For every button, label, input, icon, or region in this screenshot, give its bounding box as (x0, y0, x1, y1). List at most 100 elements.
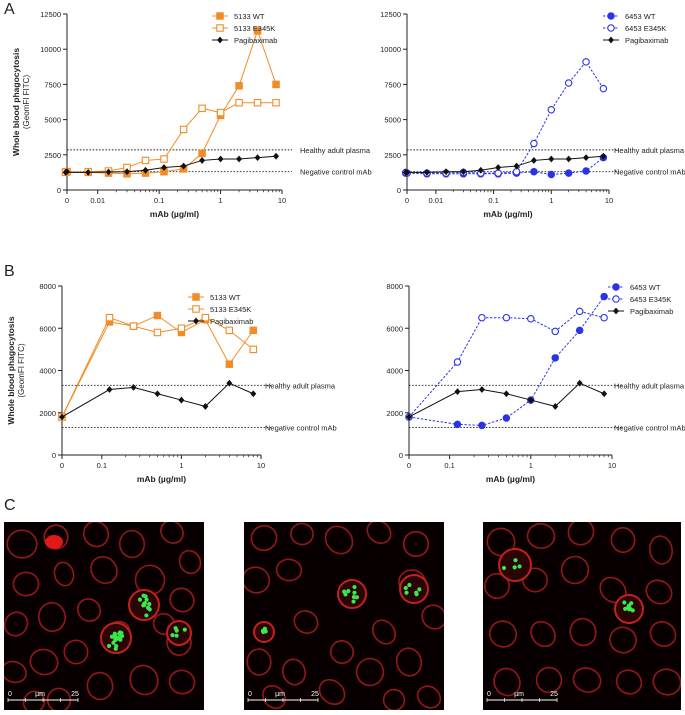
data-point (235, 98, 243, 107)
legend-label: 5133 WT (234, 12, 265, 21)
data-point (141, 156, 150, 165)
bacterium (113, 646, 118, 651)
reference-line-label: Healthy adult plasma (265, 381, 336, 390)
red-blood-cell (293, 610, 319, 634)
legend-marker (193, 317, 199, 325)
y-tick-label: 12500 (40, 10, 61, 19)
data-point (453, 358, 462, 366)
red-blood-cell (82, 522, 110, 548)
data-point (402, 169, 409, 176)
red-blood-cell (615, 669, 643, 695)
bacterium (351, 594, 356, 600)
y-axis-label: Whole blood phagocytosis (11, 48, 21, 156)
data-point (551, 327, 559, 336)
data-point (130, 384, 137, 391)
red-blood-cell (290, 522, 314, 546)
x-tick-label: 0.1 (154, 196, 164, 205)
bacterium (109, 634, 115, 639)
x-tick-label: 0.1 (97, 461, 107, 470)
bacterium (407, 582, 412, 588)
bacterium (142, 602, 147, 608)
data-point (106, 386, 113, 393)
series-line (408, 382, 605, 418)
red-blood-cell (22, 690, 46, 710)
y-axis-label: Whole blood phagocytosis (6, 316, 16, 424)
data-point (453, 420, 462, 429)
bacterium (512, 565, 517, 570)
scalebar-start: 0 (487, 691, 491, 698)
legend-label: 5133 E345K (234, 24, 275, 33)
reference-line-label: Healthy adult plasma (614, 146, 685, 155)
x-tick-label: 0.1 (488, 196, 498, 205)
data-point (454, 388, 461, 396)
bacterium (111, 640, 116, 645)
red-blood-cell (244, 566, 271, 594)
data-point (272, 98, 280, 107)
red-blood-cell (76, 598, 102, 622)
red-blood-cell (178, 549, 202, 575)
data-point (62, 169, 69, 176)
bacterium (517, 564, 522, 569)
red-blood-cell (560, 555, 590, 585)
data-point (552, 403, 559, 410)
data-point (253, 98, 262, 107)
data-point (495, 164, 502, 171)
data-point (249, 345, 258, 354)
red-blood-cell (649, 621, 677, 647)
legend-label: Pagibaximab (210, 317, 253, 326)
red-blood-cell (649, 535, 673, 565)
y-tick-label: 0 (397, 186, 401, 195)
legend-marker (217, 36, 223, 44)
red-blood-cell (382, 688, 406, 710)
bacterium (346, 589, 351, 594)
chart-a-right: 0 2500 5000 7500 10000 12500 0 0.01 0.1 1 10 mAb (µ… (380, 10, 685, 219)
red-blood-cell (366, 522, 392, 544)
chart-b-right: 0 2000 4000 6000 8000 0 0.1 1 10 mAb (µg/ml) Healt… (386, 282, 685, 484)
micrograph-3: 0 µm 25 (483, 522, 681, 710)
legend-marker (192, 293, 200, 301)
red-blood-cell (160, 522, 184, 544)
red-blood-cell (530, 620, 556, 648)
data-point (548, 155, 555, 163)
data-point (217, 155, 224, 163)
scalebar-unit: µm (275, 691, 285, 698)
legend-label: 5133 E345K (210, 305, 251, 314)
red-blood-cell (645, 579, 673, 605)
bacterium (144, 613, 149, 618)
red-blood-cell (4, 611, 29, 637)
data-point (85, 169, 92, 176)
data-point (124, 168, 131, 176)
data-point (198, 104, 206, 113)
y-tick-label: 0 (399, 451, 403, 460)
bacterium (622, 600, 627, 605)
data-point (201, 313, 210, 322)
red-blood-cell (134, 564, 166, 596)
red-blood-cell (250, 524, 278, 552)
series-line (61, 315, 254, 418)
data-point (406, 413, 412, 421)
data-point (129, 322, 138, 330)
y-tick-label: 10000 (380, 45, 401, 54)
data-point (179, 125, 188, 134)
data-point (575, 326, 584, 335)
legend-marker (607, 12, 615, 20)
red-blob (45, 535, 63, 549)
panel-label-a: A (4, 1, 15, 18)
x-tick-label: 0 (407, 461, 411, 470)
red-blood-cell (421, 604, 444, 630)
red-blood-cell (129, 664, 159, 696)
legend-marker (216, 24, 224, 32)
legend-marker (607, 24, 615, 32)
bacterium (351, 599, 356, 604)
bacterium (117, 630, 123, 635)
data-point (575, 307, 584, 316)
data-point (273, 152, 280, 160)
data-point (478, 313, 486, 322)
red-blood-cell (652, 668, 681, 696)
legend-label: 5133 WT (210, 293, 241, 302)
x-tick-label: 0 (60, 461, 64, 470)
x-tick-label: 0.01 (429, 196, 444, 205)
data-point (582, 167, 590, 175)
y-tick-label: 2000 (386, 409, 403, 418)
data-point (478, 421, 486, 430)
